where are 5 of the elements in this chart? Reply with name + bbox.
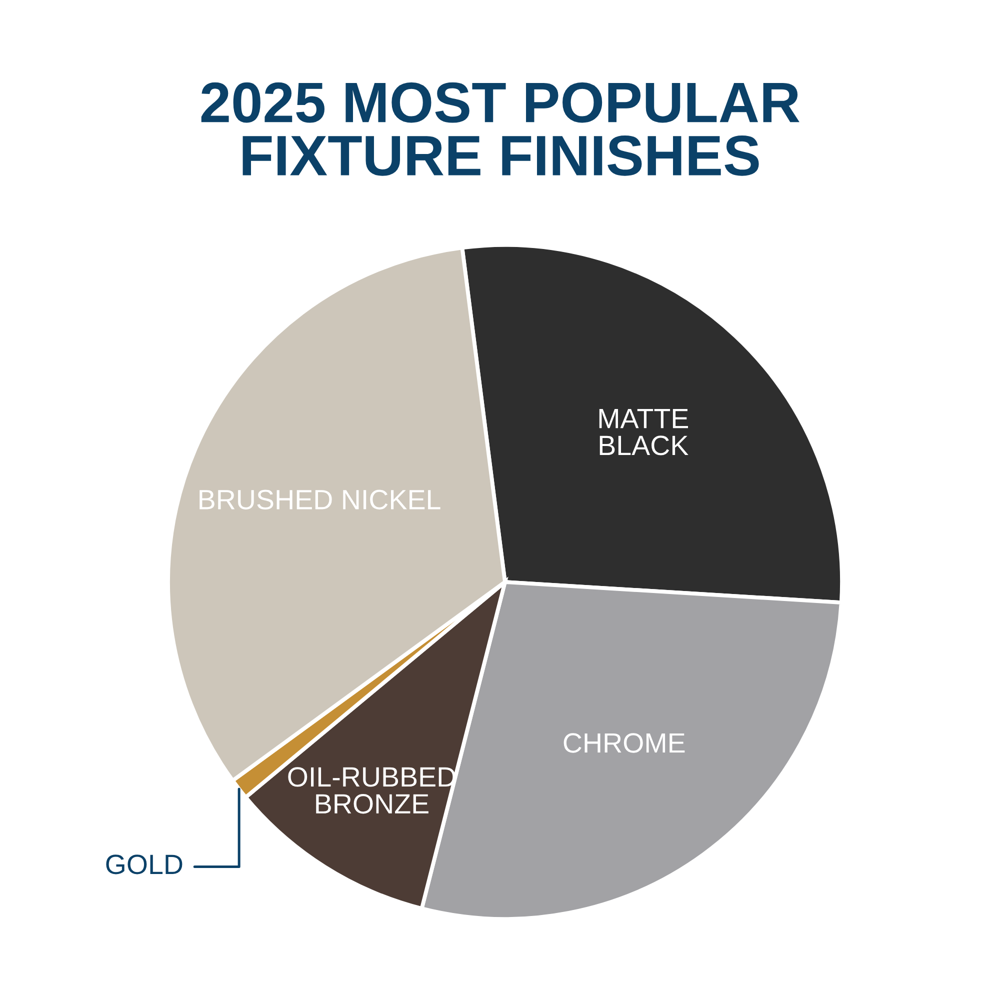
chart-title: 2025 MOST POPULAR FIXTURE FINISHES xyxy=(201,82,800,176)
slice-label: MATTE BLACK xyxy=(599,408,688,456)
slice-label: GOLD xyxy=(106,854,182,874)
slice-label: BRUSHED NICKEL xyxy=(200,490,440,510)
slice-label: CHROME xyxy=(564,733,685,753)
